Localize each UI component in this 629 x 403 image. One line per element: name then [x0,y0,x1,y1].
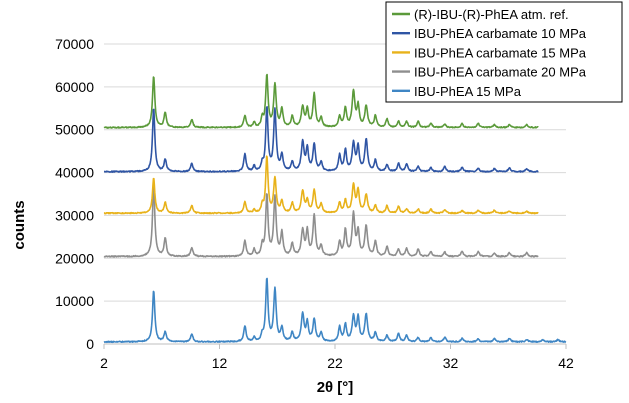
y-tick-label: 20000 [55,250,94,266]
x-tick-label: 12 [212,355,228,371]
series-line-1 [103,73,539,129]
series-line-2 [103,106,539,173]
x-tick-label: 2 [100,355,108,371]
y-axis-title: counts [11,200,28,249]
legend-label: (R)-IBU-(R)-PhEA atm. ref. [414,7,569,22]
y-tick-label: 60000 [55,79,94,95]
gridlines [104,43,566,302]
legend: (R)-IBU-(R)-PhEA atm. ref. IBU-PhEA carba… [385,1,623,103]
x-tick-label: 22 [327,355,343,371]
legend-label: IBU-PhEA carbamate 15 MPa [414,45,587,60]
axes: 0 10000 20000 30000 40000 50000 60000 70000 2 12 2… [55,36,574,371]
y-tick-label: 10000 [55,293,94,309]
series-line-4 [103,186,539,258]
series-lines [103,73,567,344]
x-axis-title: 2θ [°] [317,379,354,396]
y-tick-label: 70000 [55,36,94,52]
x-tick-label: 42 [558,355,574,371]
series-line-5 [103,277,567,344]
legend-box [385,1,623,103]
x-tick-label: 32 [443,355,459,371]
legend-label: IBU-PhEA carbamate 20 MPa [414,65,587,80]
y-tick-label: 30000 [55,207,94,223]
y-tick-label: 40000 [55,165,94,181]
legend-label: IBU-PhEA 15 MPa [414,84,522,99]
legend-label: IBU-PhEA carbamate 10 MPa [414,26,587,41]
y-tick-label: 0 [86,336,94,352]
series-line-3 [103,155,539,215]
y-tick-label: 50000 [55,122,94,138]
